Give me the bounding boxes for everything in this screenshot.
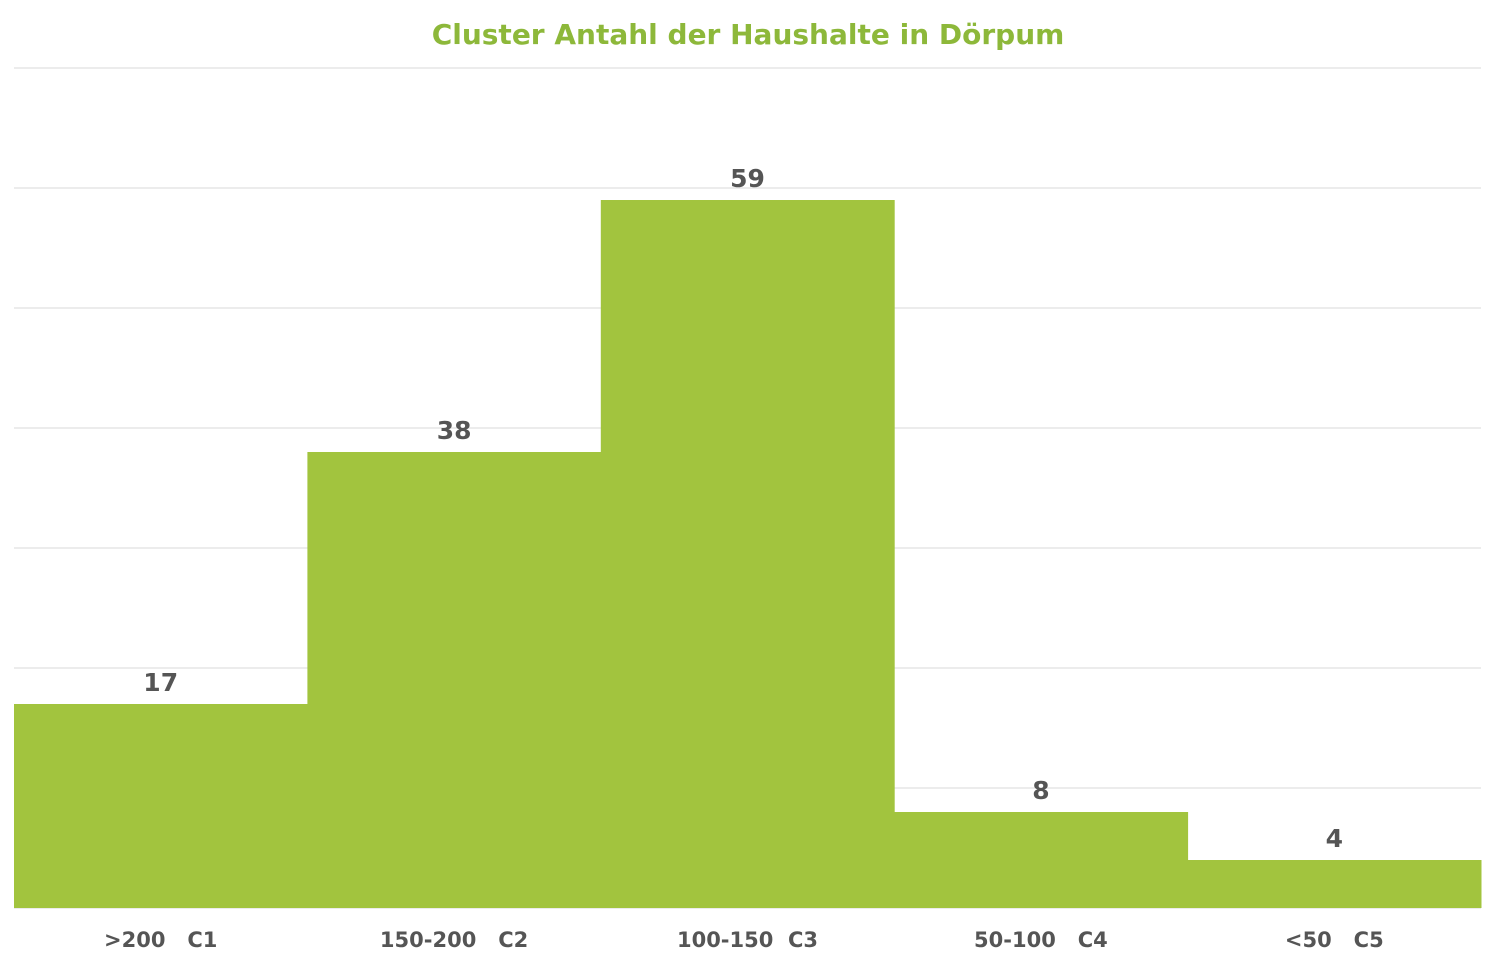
bar: [1187, 860, 1482, 908]
bar: [14, 704, 308, 908]
bar: [307, 452, 602, 908]
bar: [894, 812, 1189, 908]
data-label: 17: [143, 668, 178, 697]
data-label: 38: [437, 416, 472, 445]
x-tick-label: 50-100 C4: [974, 928, 1108, 952]
data-label: 4: [1326, 824, 1343, 853]
x-tick-label: 150-200 C2: [380, 928, 528, 952]
x-tick-label: >200 C1: [104, 928, 217, 952]
x-tick-label: <50 C5: [1285, 928, 1384, 952]
bar: [600, 200, 895, 908]
data-label: 8: [1032, 776, 1049, 805]
x-tick-label: 100-150 C3: [677, 928, 818, 952]
data-label: 59: [730, 164, 765, 193]
chart-title: Cluster Antahl der Haushalte in Dörpum: [432, 18, 1065, 51]
